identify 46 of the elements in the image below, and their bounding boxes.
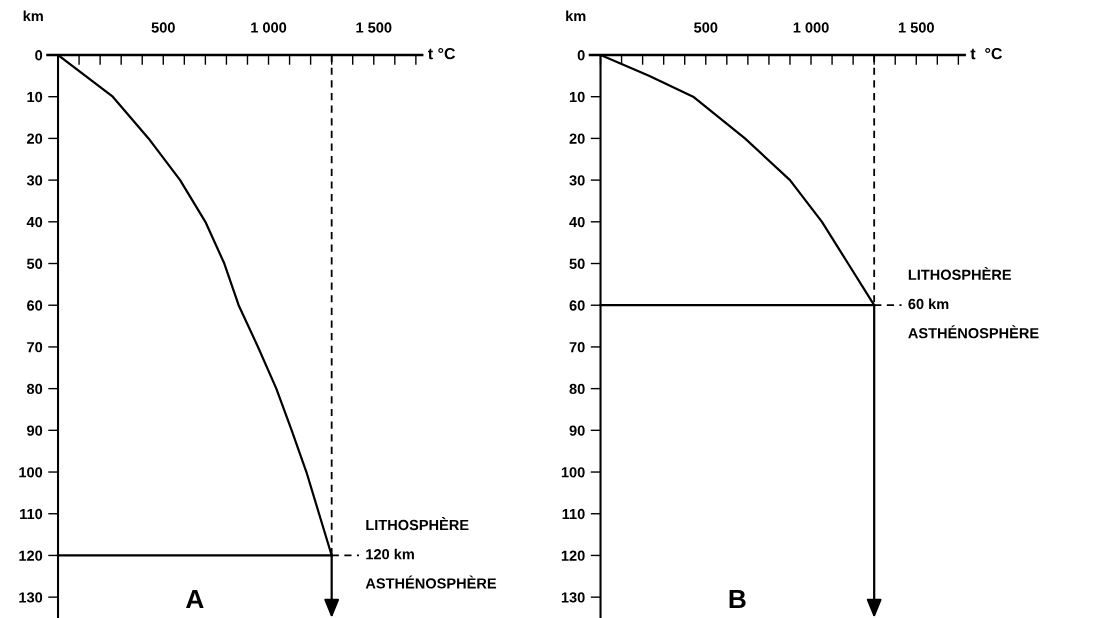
y-tick-label: 40 xyxy=(569,216,585,228)
y-tick-label: 40 xyxy=(26,216,43,228)
ref-line-label: 60 km xyxy=(908,298,949,310)
x-tick-label: 1 000 xyxy=(251,22,287,33)
y-tick-label: 60 xyxy=(27,300,43,311)
y-tick-label: 110 xyxy=(562,508,585,520)
x-tick-label: 1 500 xyxy=(356,22,392,33)
y-tick-label: 130 xyxy=(561,592,585,603)
y-tick-label: 30 xyxy=(569,175,585,186)
annotation: A xyxy=(186,590,204,609)
y-tick-label: 90 xyxy=(27,425,43,436)
y-tick-label: 90 xyxy=(569,425,585,436)
y-tick-label: 10 xyxy=(27,91,43,103)
y-tick-label: 70 xyxy=(569,342,585,353)
x-tick-label: 1 500 xyxy=(898,22,934,33)
annotation: LITHOSPHÈRE xyxy=(908,266,1011,280)
y-axis-title: km xyxy=(566,10,586,22)
x-tick-label: 500 xyxy=(151,22,175,33)
y-tick-label: 100 xyxy=(19,467,43,478)
y-tick-label: 80 xyxy=(569,383,585,395)
y-tick-label: 0 xyxy=(577,50,585,61)
y-axis-title: km xyxy=(23,10,43,22)
annotation: LITHOSPHÈRE xyxy=(366,517,469,531)
y-tick-label: 130 xyxy=(19,592,43,603)
y-tick-label: 50 xyxy=(26,258,43,269)
y-tick-label: 20 xyxy=(27,133,43,144)
annotation: ASTHÉNOSPHÈRE xyxy=(908,325,1039,339)
y-tick-label: 0 xyxy=(35,50,43,61)
x-axis-title: t °C xyxy=(970,47,1002,60)
y-tick-label: 80 xyxy=(26,383,43,395)
y-tick-label: 60 xyxy=(569,300,585,311)
y-tick-label: 10 xyxy=(569,91,585,103)
y-tick-label: 20 xyxy=(569,133,585,144)
y-tick-label: 30 xyxy=(26,175,43,186)
y-tick-label: 110 xyxy=(20,508,43,520)
x-tick-label: 1 000 xyxy=(793,22,829,33)
y-tick-label: 50 xyxy=(569,258,585,269)
x-axis-title: t °C xyxy=(428,47,456,60)
annotation: ASTHÉNOSPHÈRE xyxy=(365,575,497,589)
y-tick-label: 120 xyxy=(561,550,585,561)
annotation: B xyxy=(729,590,746,609)
y-tick-label: 70 xyxy=(27,342,43,353)
ref-line-label: 120 km xyxy=(366,548,414,560)
x-tick-label: 500 xyxy=(694,22,718,33)
y-tick-label: 120 xyxy=(19,550,43,561)
y-tick-label: 100 xyxy=(561,467,585,478)
